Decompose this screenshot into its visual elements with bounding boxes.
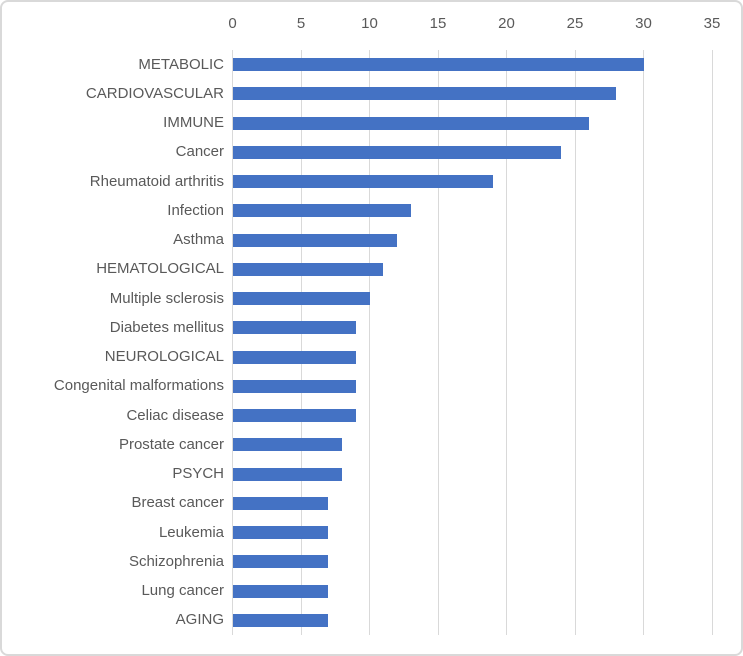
x-axis-tick-label: 35 [703, 15, 721, 32]
category-label: Multiple sclerosis [109, 289, 224, 307]
category-label: Lung cancer [141, 582, 224, 600]
category-label: Breast cancer [131, 494, 224, 512]
x-axis-tick-label: 30 [635, 15, 652, 32]
bar [232, 613, 329, 627]
category-label: NEUROLOGICAL [104, 348, 224, 366]
bar [232, 526, 329, 540]
category-label: Diabetes mellitus [109, 318, 224, 336]
bar [232, 262, 384, 276]
bar [232, 438, 343, 452]
gridline [506, 50, 507, 635]
bar [232, 58, 644, 72]
bar [232, 321, 356, 335]
bar [232, 379, 356, 393]
gridline [300, 50, 302, 635]
gridline [643, 50, 644, 635]
x-axis-tick-label: 5 [296, 15, 306, 32]
category-label: CARDIOVASCULAR [85, 84, 224, 102]
x-axis-tick-label: 0 [228, 15, 237, 32]
gridline [437, 50, 439, 635]
bar [232, 584, 329, 598]
bar [232, 496, 329, 510]
category-label: Celiac disease [126, 406, 224, 424]
bar [232, 116, 589, 130]
bar [232, 233, 397, 247]
bar [232, 292, 370, 306]
category-label: Rheumatoid arthritis [89, 172, 224, 190]
category-label: Prostate cancer [118, 435, 224, 453]
x-axis-tick-label: 10 [361, 15, 378, 32]
bar [232, 467, 343, 481]
gridline [232, 50, 233, 635]
category-label: Congenital malformations [53, 377, 224, 395]
category-label: Asthma [173, 231, 224, 249]
category-label: Schizophrenia [128, 552, 224, 570]
bar [232, 555, 329, 569]
gridline [369, 50, 370, 635]
category-label: Leukemia [158, 523, 224, 541]
category-label: HEMATOLOGICAL [96, 260, 224, 278]
category-label: Infection [167, 201, 224, 219]
category-label: PSYCH [172, 465, 224, 483]
gridline [574, 50, 576, 635]
bar [232, 87, 617, 101]
category-label: IMMUNE [163, 114, 224, 132]
x-axis-tick-label: 15 [429, 15, 447, 32]
category-label: METABOLIC [138, 55, 224, 73]
category-label: AGING [175, 611, 224, 629]
gridline [711, 50, 713, 635]
bar [232, 409, 356, 423]
bar [232, 204, 411, 218]
category-label: Cancer [175, 143, 224, 161]
bar [232, 145, 562, 159]
bar [232, 350, 356, 364]
bar [232, 175, 493, 189]
x-axis-tick-label: 25 [566, 15, 584, 32]
x-axis-tick-label: 20 [498, 15, 515, 32]
